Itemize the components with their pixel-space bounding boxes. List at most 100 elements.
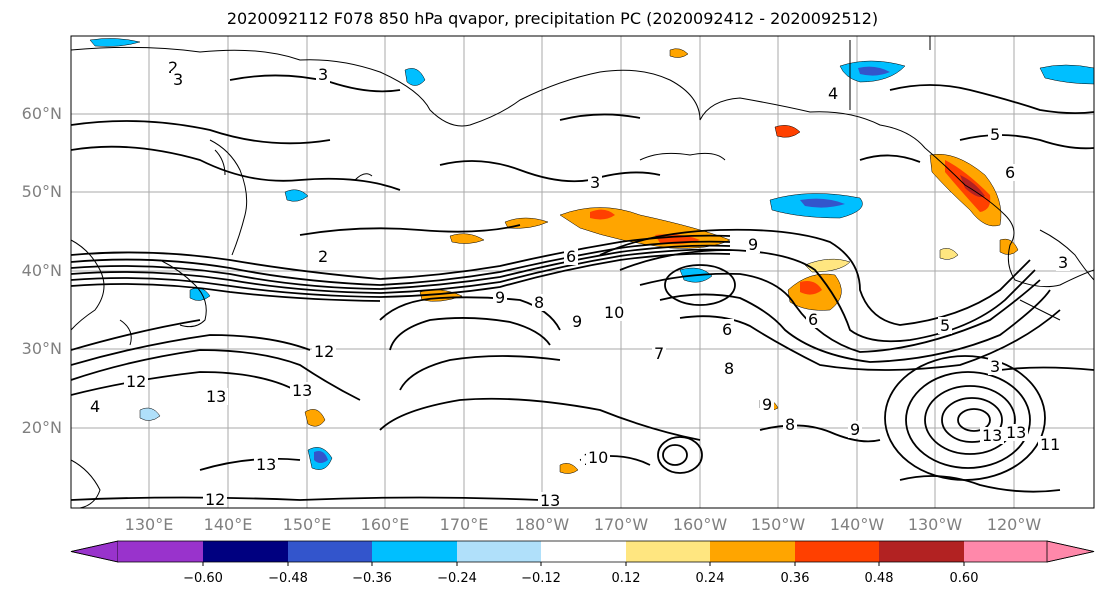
contour-label-bg <box>316 66 330 83</box>
contour-label: 4 <box>90 397 100 416</box>
contour-label-bg <box>312 343 336 360</box>
colorbar-label: 0.48 <box>864 571 894 586</box>
map-title: 2020092112 F078 850 hPa qvapor, precipit… <box>226 9 879 28</box>
contour-label-bg <box>586 449 610 466</box>
contour-label-bg <box>720 321 734 338</box>
colorbar-label: −0.48 <box>268 571 308 586</box>
colorbar-segment <box>541 541 626 562</box>
contour-label-bg <box>988 126 1002 143</box>
contour-label: 3 <box>990 357 1000 376</box>
contour-label-bg <box>1004 424 1028 441</box>
map-frame <box>70 35 1095 509</box>
lat-label-40n: 40°N <box>21 261 62 280</box>
contour-label-bg <box>290 382 314 399</box>
colorbar-label: 0.36 <box>780 571 810 586</box>
contour-label: 9 <box>572 312 582 331</box>
colorbar-segment <box>795 541 879 562</box>
lon-label-170e: 170°E <box>439 515 489 534</box>
contour-label: 8 <box>724 359 734 378</box>
contour-label: 9 <box>495 288 505 307</box>
lon-label-150e: 150°E <box>282 515 332 534</box>
contour-label-bg <box>316 248 330 265</box>
lon-label-150w: 150°W <box>750 515 806 534</box>
colorbar-extend-max <box>1046 540 1095 563</box>
contour-label-bg <box>1003 164 1017 181</box>
contour-label: 6 <box>1005 163 1015 182</box>
lat-label-60n: 60°N <box>21 104 62 123</box>
contour-label-bg <box>746 236 760 253</box>
contour-label: 9 <box>762 395 772 414</box>
colorbar-label: −0.60 <box>183 571 223 586</box>
contour-label-bg <box>826 85 840 102</box>
lon-label-130e: 130°E <box>124 515 174 534</box>
contour-label: 11 <box>1040 435 1060 454</box>
contour-labels: 2334566329698910667898910121313121312131… <box>88 58 1070 510</box>
lon-label-130w: 130°W <box>907 515 963 534</box>
contour-label: 9 <box>748 235 758 254</box>
lat-label-20n: 20°N <box>21 418 62 437</box>
contour-label-bg <box>806 311 820 328</box>
contour-label-bg <box>204 388 228 405</box>
colorbar-extend-min <box>70 540 119 563</box>
contour-label-bg <box>722 360 736 377</box>
contour-label-bg <box>493 289 507 306</box>
contour-label-bg <box>254 456 278 473</box>
colorbar-segment <box>203 541 288 562</box>
colorbar-label: −0.36 <box>352 571 392 586</box>
colorbar-label: 0.24 <box>695 571 725 586</box>
contour-label: 3 <box>590 173 600 192</box>
lon-label-140w: 140°W <box>829 515 885 534</box>
colorbar-label: 0.60 <box>949 571 979 586</box>
colorbar-segment <box>288 541 372 562</box>
lat-label-50n: 50°N <box>21 182 62 201</box>
contour-label: 6 <box>808 310 818 329</box>
colorbar-segment <box>879 541 964 562</box>
colorbar-segment <box>626 541 710 562</box>
contour-label-bg <box>203 491 227 508</box>
contour-label-bg <box>988 358 1002 375</box>
colorbar-segment <box>118 541 203 562</box>
colorbar-segment <box>710 541 795 562</box>
contour-label: 2 <box>168 58 178 77</box>
contour-label: 12 <box>126 372 146 391</box>
contour-label-bg <box>588 174 602 191</box>
contour-label-bg <box>783 416 797 433</box>
contour-label: 8 <box>534 293 544 312</box>
lat-label-30n: 30°N <box>21 339 62 358</box>
lon-label-160w: 160°W <box>672 515 728 534</box>
contour-label: 13 <box>982 426 1002 445</box>
contour-label: 5 <box>990 125 1000 144</box>
colorbar-segment <box>372 541 457 562</box>
contour-label-bg <box>538 492 562 509</box>
contour-label-bg <box>1056 254 1070 271</box>
contour-label: 13 <box>256 455 276 474</box>
contour-label: 5 <box>940 316 950 335</box>
contour-label: 12 <box>205 490 225 509</box>
colorbar-label: 0.12 <box>611 571 641 586</box>
contour-label-bg <box>88 398 102 415</box>
contour-label-bg <box>848 421 862 438</box>
lon-label-140e: 140°E <box>203 515 253 534</box>
contour-label-bg <box>602 304 626 321</box>
contour-label-bg <box>938 317 952 334</box>
colorbar-label: −0.12 <box>521 571 561 586</box>
contour-label: 13 <box>540 491 560 510</box>
lon-label-160e: 160°E <box>360 515 410 534</box>
colorbar-border <box>70 540 1095 563</box>
contour-label: 12 <box>314 342 334 361</box>
colorbar-segment <box>964 541 1047 562</box>
contour-label: 8 <box>785 415 795 434</box>
contour-label: 9 <box>850 420 860 439</box>
colorbar-label: −0.24 <box>437 571 477 586</box>
contour-label: 10 <box>604 303 624 322</box>
contour-label: 13 <box>1006 423 1026 442</box>
contour-label-bg <box>532 294 546 311</box>
contour-label: 7 <box>654 344 664 363</box>
qvapor-contours <box>71 74 1094 501</box>
contour-label-bg <box>1038 436 1062 453</box>
contour-label-bg <box>564 248 578 265</box>
contour-label: 13 <box>292 381 312 400</box>
contour-label: 3 <box>173 70 183 89</box>
contour-label: 2 <box>318 247 328 266</box>
colorbar <box>70 540 1095 566</box>
